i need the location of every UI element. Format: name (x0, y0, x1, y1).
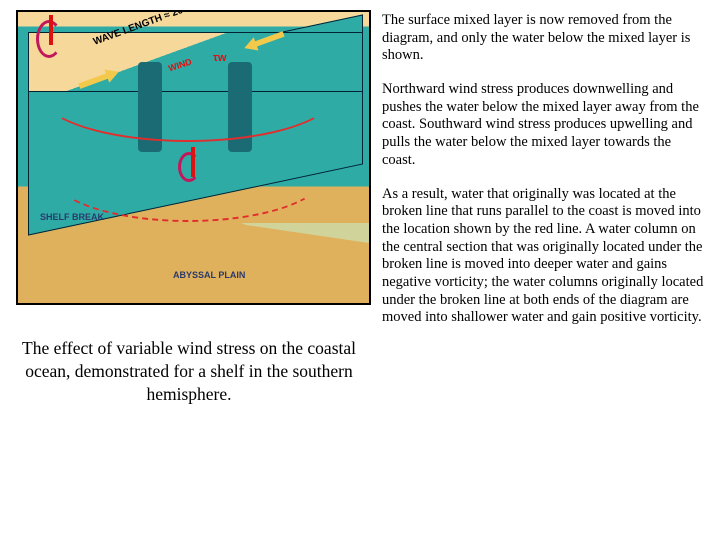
shelf-break-label: SHELF BREAK (40, 212, 104, 222)
tau-label: τw (213, 52, 226, 64)
abyssal-plain-label: ABYSSAL PLAIN (173, 270, 245, 280)
rotation-icon (178, 152, 200, 182)
figure-caption: The effect of variable wind stress on th… (12, 337, 366, 405)
rotation-icon (36, 20, 62, 58)
paragraph-2: Northward wind stress produces downwelli… (382, 81, 708, 169)
paragraph-3: As a result, water that originally was l… (382, 186, 708, 328)
description-column: The surface mixed layer is now removed f… (382, 8, 708, 532)
coastal-ocean-diagram: WAVE LENGTH ≈ 2000 km WIND τw SHELF BREA… (16, 10, 371, 305)
paragraph-1: The surface mixed layer is now removed f… (382, 12, 708, 65)
